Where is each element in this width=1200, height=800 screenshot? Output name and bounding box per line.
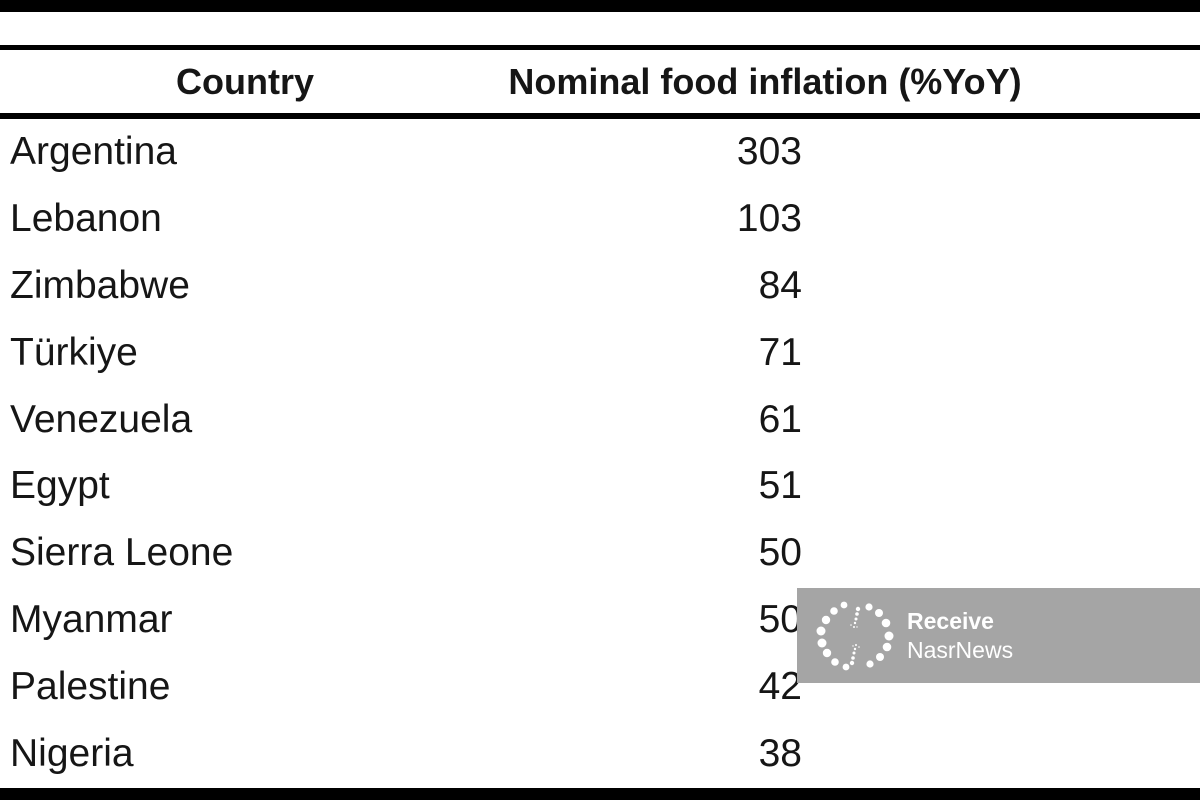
value-cell: 103 (736, 197, 802, 241)
table-row: Zimbabwe 84 (0, 253, 1200, 320)
value-cell: 50 (758, 531, 802, 575)
country-cell: Venezuela (10, 397, 193, 441)
value-cell: 50 (758, 597, 802, 641)
value-cell: 38 (758, 731, 802, 775)
country-cell: Sierra Leone (10, 531, 234, 575)
table-row: Myanmar 50 (0, 587, 1200, 654)
value-cell: 71 (758, 330, 802, 374)
country-cell: Lebanon (10, 197, 162, 241)
watermark-line2: NasrNews (907, 636, 1014, 663)
table-row: Egypt 51 (0, 453, 1200, 520)
country-cell: Nigeria (10, 731, 134, 775)
country-cell: Zimbabwe (10, 263, 190, 307)
value-cell: 61 (758, 397, 802, 441)
value-cell: 84 (758, 263, 802, 307)
watermark-line1: Receive (907, 607, 994, 634)
country-cell: Argentina (10, 130, 177, 174)
bottom-border-bar (0, 788, 1200, 800)
header-cell-value: Nominal food inflation (%YoY) (508, 60, 1022, 102)
table-row: Argentina 303 (0, 119, 1200, 186)
value-cell: 303 (736, 130, 802, 174)
table-header-row: Country Nominal food inflation (%YoY) (0, 45, 1200, 119)
value-cell: 51 (758, 464, 802, 508)
country-cell: Myanmar (10, 597, 173, 641)
country-cell: Türkiye (10, 330, 138, 374)
header-cell-country: Country (176, 60, 314, 102)
table-row: Sierra Leone 50 (0, 520, 1200, 587)
country-cell: Palestine (10, 664, 171, 708)
watermark-banner: Receive NasrNews (797, 588, 1200, 683)
dotted-swirl-logo-icon (816, 601, 894, 670)
table-row: Nigeria 38 (0, 720, 1200, 787)
table-body: Argentina 303 Lebanon 103 Zimbabwe 84 Tü… (0, 119, 1200, 787)
watermark-text: Receive NasrNews (907, 607, 1013, 665)
country-cell: Egypt (10, 464, 110, 508)
value-cell: 42 (758, 664, 802, 708)
table-row: Palestine 42 (0, 653, 1200, 720)
table-row: Türkiye 71 (0, 319, 1200, 386)
table-row: Lebanon 103 (0, 186, 1200, 253)
top-border-bar (0, 0, 1200, 12)
table-row: Venezuela 61 (0, 386, 1200, 453)
